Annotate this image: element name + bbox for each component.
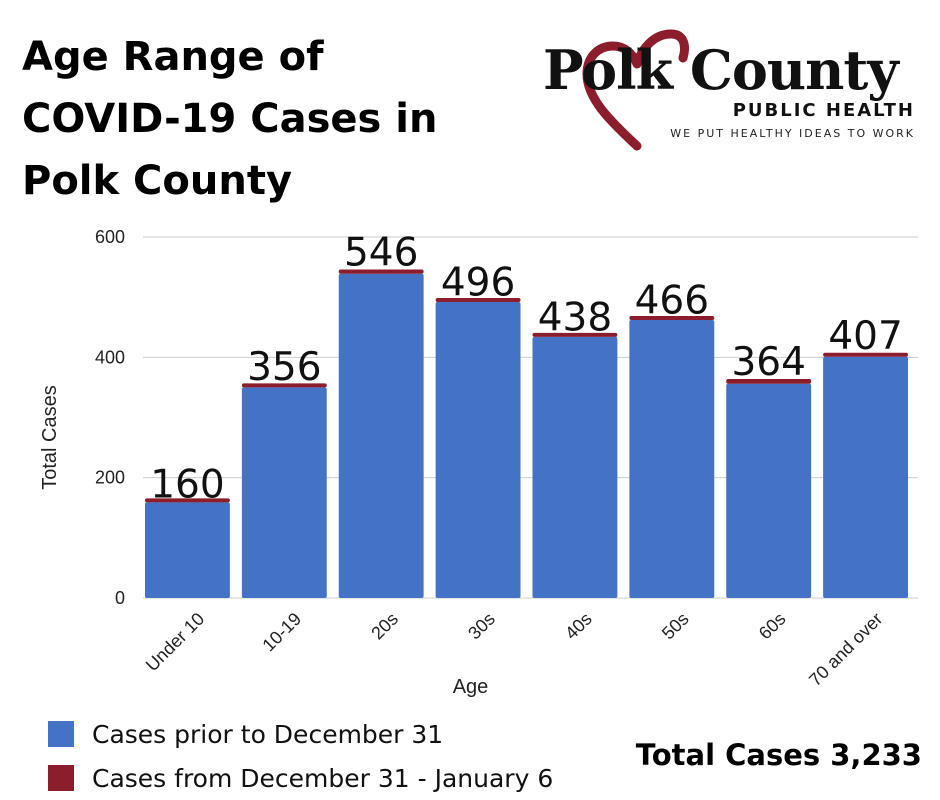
x-tick-label: 40s [561,609,596,644]
y-tick-label: 200 [95,468,125,488]
title-line: Age Range of [22,34,324,80]
bar-segment [823,352,908,357]
legend-label: Cases prior to December 31 [92,719,444,749]
bar-segment [241,387,327,598]
bar-total-label: 546 [344,230,418,275]
bar-segment [241,383,327,388]
bar-segment [629,316,715,321]
title-line: Polk County [22,158,293,204]
bar-segment [145,502,230,598]
bar-segment [726,378,812,384]
title-line: COVID-19 Cases in [22,96,438,142]
bar-segment [532,336,618,598]
bar-total-label: 496 [441,261,515,306]
bar-segment [823,356,908,598]
bar-total-label: 160 [150,463,224,508]
x-tick-label: 10-19 [258,609,305,656]
bar-segment [532,332,618,337]
bar-segment [145,498,230,503]
bar-segment [435,301,521,598]
x-tick-label: Under 10 [142,609,209,676]
total-cases: Total Cases 3,233 [635,738,922,772]
legend-swatch [48,765,74,791]
bar-segment [338,269,424,274]
bar-segment [726,383,812,598]
legend-label: Cases from December 31 - January 6 [92,763,554,793]
bar-segment [629,320,715,598]
legend: Cases prior to December 31 Cases from De… [48,712,553,800]
x-tick-label: 50s [658,609,693,644]
bar-total-label: 438 [538,295,612,340]
bar-total-label: 364 [731,340,805,385]
logo-tagline: WE PUT HEALTHY IDEAS TO WORK [670,127,915,140]
bar-chart: 0 200 400 600 160 Under 10 356 10-19 546 20s 496 30… [39,227,918,698]
logo-subtitle: PUBLIC HEALTH [732,100,915,121]
legend-swatch [48,721,74,747]
legend-item: Cases from December 31 - January 6 [48,756,553,800]
bar-total-label: 356 [247,345,321,390]
y-axis-label: Total Cases [39,385,61,490]
bar-total-label: 466 [635,279,709,324]
bar-segment [435,297,521,302]
x-tick-label: 70 and over [805,609,886,690]
x-tick-label: 30s [464,609,499,644]
legend-item: Cases prior to December 31 [48,712,553,756]
y-tick-label: 400 [95,347,125,367]
page-title: Age Range of COVID-19 Cases in Polk Coun… [22,26,492,212]
x-tick-label: 20s [367,609,402,644]
y-tick-label: 0 [115,588,125,608]
polk-county-logo: Polk County PUBLIC HEALTH WE PUT HEALTHY… [535,29,925,151]
heart-icon [582,29,689,151]
bar-segment [338,273,424,598]
y-tick-label: 600 [95,227,125,247]
bar-total-label: 407 [828,314,902,359]
logo-name: Polk County [543,38,899,102]
x-tick-label: 60s [755,609,790,644]
x-axis-label: Age [453,676,489,698]
